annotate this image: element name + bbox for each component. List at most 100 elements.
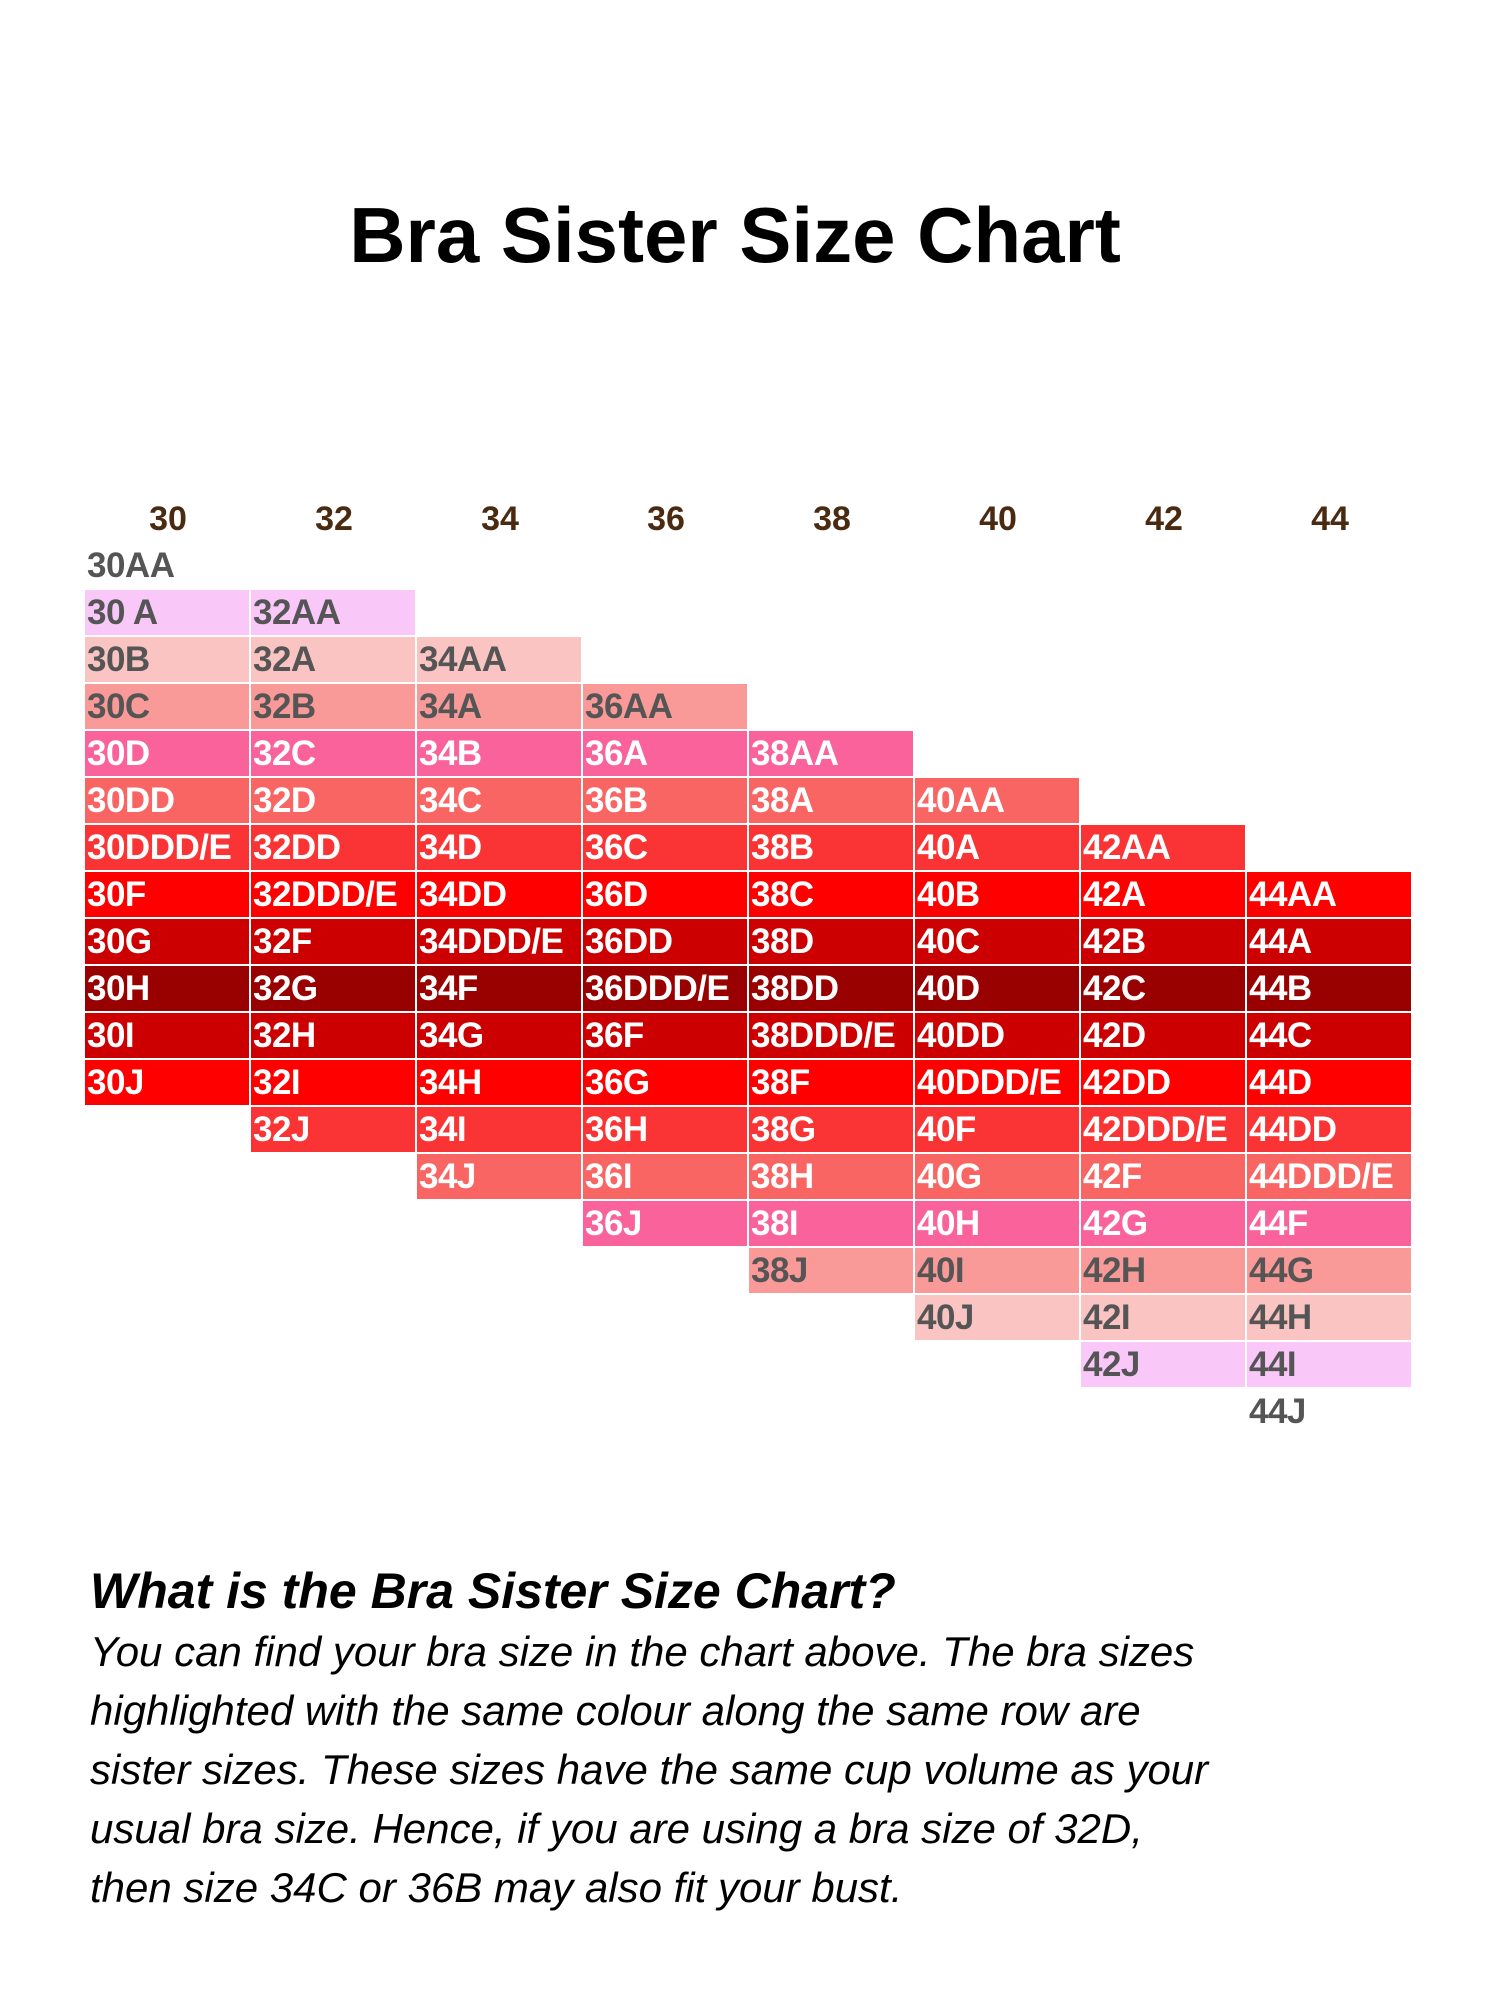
size-cell: 42H (1081, 1248, 1245, 1293)
size-cell: 40DD (915, 1013, 1079, 1058)
size-cell: 30H (85, 966, 249, 1011)
size-cell: 32G (251, 966, 415, 1011)
size-cell: 40D (915, 966, 1079, 1011)
size-cell: 34F (417, 966, 581, 1011)
size-cell: 44H (1247, 1295, 1411, 1340)
size-cell: 38B (749, 825, 913, 870)
size-cell: 40J (915, 1295, 1079, 1340)
size-cell: 38G (749, 1107, 913, 1152)
size-cell: 44J (1247, 1389, 1411, 1434)
size-cell: 40I (915, 1248, 1079, 1293)
size-cell: 42F (1081, 1154, 1245, 1199)
band-size-header: 34 (481, 500, 519, 538)
size-cell: 32J (251, 1107, 415, 1152)
size-cell: 40DDD/E (915, 1060, 1079, 1105)
chart-title: Bra Sister Size Chart (349, 191, 1121, 279)
size-cell: 30AA (85, 543, 249, 588)
size-cell: 36F (583, 1013, 747, 1058)
size-cell: 40G (915, 1154, 1079, 1199)
size-cell: 32DD (251, 825, 415, 870)
size-cell: 36D (583, 872, 747, 917)
size-cell: 34I (417, 1107, 581, 1152)
size-cell: 32F (251, 919, 415, 964)
size-cell: 38A (749, 778, 913, 823)
size-cell: 40AA (915, 778, 1079, 823)
band-size-header: 40 (979, 500, 1017, 538)
band-size-header: 32 (315, 500, 353, 538)
size-cell: 32B (251, 684, 415, 729)
size-cell: 36J (583, 1201, 747, 1246)
size-cell: 40B (915, 872, 1079, 917)
size-cell: 44B (1247, 966, 1411, 1011)
size-cell: 42I (1081, 1295, 1245, 1340)
size-cell: 34H (417, 1060, 581, 1105)
size-cell: 42C (1081, 966, 1245, 1011)
size-cell: 32I (251, 1060, 415, 1105)
band-size-header: 36 (647, 500, 685, 538)
size-cell: 38H (749, 1154, 913, 1199)
size-cell: 40H (915, 1201, 1079, 1246)
size-cell: 34B (417, 731, 581, 776)
band-size-header: 30 (149, 500, 187, 538)
size-cell: 30B (85, 637, 249, 682)
size-cell: 30 A (85, 590, 249, 635)
size-cell: 32H (251, 1013, 415, 1058)
size-cell: 38J (749, 1248, 913, 1293)
size-cell: 34G (417, 1013, 581, 1058)
size-cell: 42A (1081, 872, 1245, 917)
explanation-heading: What is the Bra Sister Size Chart? (90, 1563, 896, 1619)
size-cell: 42B (1081, 919, 1245, 964)
size-cell: 44F (1247, 1201, 1411, 1246)
size-cell: 32D (251, 778, 415, 823)
size-cell: 36I (583, 1154, 747, 1199)
band-size-header: 44 (1311, 500, 1349, 538)
explanation-line: sister sizes. These sizes have the same … (90, 1746, 1209, 1793)
size-cell: 32DDD/E (251, 872, 415, 917)
explanation-line: then size 34C or 36B may also fit your b… (90, 1864, 903, 1911)
size-cell: 36AA (583, 684, 747, 729)
size-cell: 34C (417, 778, 581, 823)
sister-size-grid: 30 32 34 36 38 40 42 44 30AA 30 A 30B 30C 30D 30DD 30D… (85, 500, 1425, 1460)
size-cell: 38C (749, 872, 913, 917)
size-cell: 40C (915, 919, 1079, 964)
size-cell: 36H (583, 1107, 747, 1152)
size-cell: 34D (417, 825, 581, 870)
size-cell: 38DDD/E (749, 1013, 913, 1058)
size-cell: 44I (1247, 1342, 1411, 1387)
size-cell: 34AA (417, 637, 581, 682)
size-cell: 30C (85, 684, 249, 729)
size-cell: 32A (251, 637, 415, 682)
size-cell: 42DDD/E (1081, 1107, 1245, 1152)
explanation-line: usual bra size. Hence, if you are using … (90, 1805, 1143, 1852)
size-cell: 44DDD/E (1247, 1154, 1411, 1199)
size-cell: 36DD (583, 919, 747, 964)
size-cell: 38D (749, 919, 913, 964)
band-size-header: 38 (813, 500, 851, 538)
band-size-header: 42 (1145, 500, 1183, 538)
size-cell: 44AA (1247, 872, 1411, 917)
size-cell: 38F (749, 1060, 913, 1105)
size-cell: 30DDD/E (85, 825, 249, 870)
size-cell: 30DD (85, 778, 249, 823)
size-cell: 34DD (417, 872, 581, 917)
size-cell: 44D (1247, 1060, 1411, 1105)
size-cell: 44DD (1247, 1107, 1411, 1152)
size-cell: 30D (85, 731, 249, 776)
size-cell: 42G (1081, 1201, 1245, 1246)
size-cell: 30F (85, 872, 249, 917)
size-cell: 38I (749, 1201, 913, 1246)
size-cell: 34DDD/E (417, 919, 581, 964)
size-cell: 40A (915, 825, 1079, 870)
size-cell: 36DDD/E (583, 966, 747, 1011)
size-cell: 34J (417, 1154, 581, 1199)
size-cell: 40F (915, 1107, 1079, 1152)
explanation-line: You can find your bra size in the chart … (90, 1628, 1195, 1675)
size-cell: 42J (1081, 1342, 1245, 1387)
explanation-section: What is the Bra Sister Size Chart? You c… (90, 1560, 1450, 1917)
size-cell: 44G (1247, 1248, 1411, 1293)
size-cell: 32AA (251, 590, 415, 635)
size-cell: 36G (583, 1060, 747, 1105)
size-cell: 36C (583, 825, 747, 870)
size-cell: 44A (1247, 919, 1411, 964)
size-cell: 30I (85, 1013, 249, 1058)
